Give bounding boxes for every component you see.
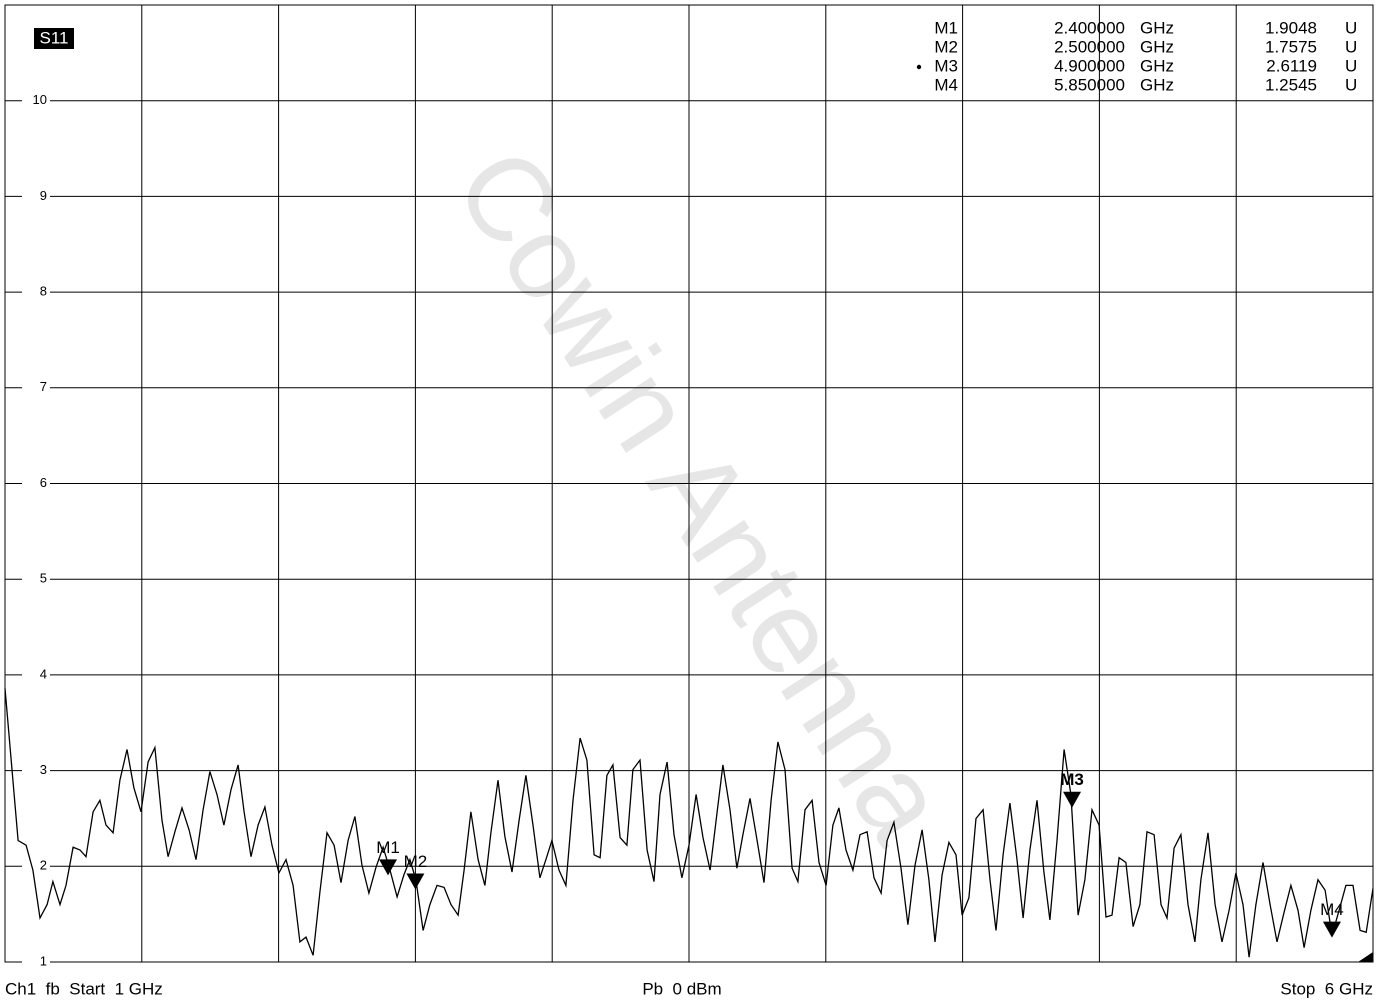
tick-label-bg xyxy=(22,476,50,491)
y-tick-label: 10 xyxy=(33,92,47,107)
tick-label-bg xyxy=(22,285,50,300)
marker xyxy=(1322,921,1341,938)
tick-label-bg xyxy=(22,380,50,395)
marker-label: M1 xyxy=(376,838,400,857)
y-tick-label: 8 xyxy=(40,284,47,299)
active-bullet xyxy=(916,64,922,70)
tick-label-bg xyxy=(22,572,50,587)
tick-label-bg xyxy=(22,93,50,108)
tick-label-bg xyxy=(22,859,50,874)
marker-freq: 2.400000 xyxy=(1054,18,1125,37)
tick-label-bg xyxy=(22,189,50,204)
reference-indicator xyxy=(1358,952,1373,962)
marker-value-unit: U xyxy=(1345,56,1357,75)
marker-value: 2.6119 xyxy=(1266,56,1317,75)
marker-freq-unit: GHz xyxy=(1140,56,1174,75)
marker-label: M3 xyxy=(1060,770,1084,789)
y-tick-label: 5 xyxy=(40,571,47,586)
marker-name: M4 xyxy=(934,75,958,94)
marker-name: M1 xyxy=(934,18,958,37)
y-tick-label: 7 xyxy=(40,379,47,394)
marker xyxy=(406,873,425,890)
marker-freq-unit: GHz xyxy=(1140,75,1174,94)
footer-center: Pb 0 dBm xyxy=(642,979,721,998)
marker-value-unit: U xyxy=(1345,75,1357,94)
y-tick-label: 9 xyxy=(40,188,47,203)
tick-label-bg xyxy=(22,955,50,969)
y-tick-label: 1 xyxy=(40,953,47,968)
y-tick-label: 4 xyxy=(40,666,47,681)
marker-freq-unit: GHz xyxy=(1140,37,1174,56)
marker-label: M4 xyxy=(1320,900,1344,919)
chart-title: S11 xyxy=(40,28,69,47)
marker xyxy=(1063,791,1082,808)
marker xyxy=(379,859,398,876)
tick-label-bg xyxy=(22,667,50,682)
title-box xyxy=(34,28,74,49)
marker-value-unit: U xyxy=(1345,37,1357,56)
footer-right: Stop 6 GHz xyxy=(1280,979,1373,998)
marker-value: 1.9048 xyxy=(1265,18,1317,37)
marker-name: M2 xyxy=(934,37,958,56)
y-tick-label: 2 xyxy=(40,858,47,873)
y-tick-label: 6 xyxy=(40,475,47,490)
tick-label-bg xyxy=(22,763,50,778)
marker-freq: 2.500000 xyxy=(1054,37,1125,56)
marker-value: 1.2545 xyxy=(1265,75,1317,94)
marker-value-unit: U xyxy=(1345,18,1357,37)
marker-value: 1.7575 xyxy=(1265,37,1317,56)
y-tick-label: 3 xyxy=(40,762,47,777)
marker-label: M2 xyxy=(404,852,428,871)
footer-left: Ch1 fb Start 1 GHz xyxy=(5,979,163,998)
marker-freq-unit: GHz xyxy=(1140,18,1174,37)
marker-name: M3 xyxy=(934,56,958,75)
marker-freq: 5.850000 xyxy=(1054,75,1125,94)
marker-freq: 4.900000 xyxy=(1054,56,1125,75)
watermark: Cowin Antenna xyxy=(430,126,973,864)
trace xyxy=(4,688,1374,958)
